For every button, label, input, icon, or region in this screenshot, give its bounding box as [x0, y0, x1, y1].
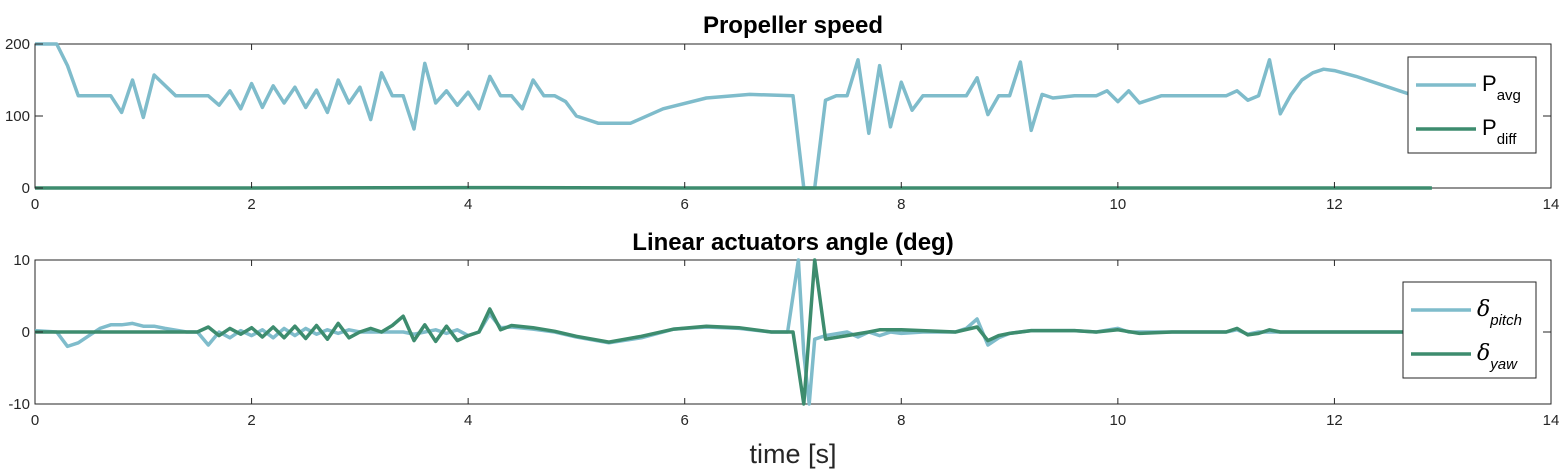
legend-box: [1407, 56, 1537, 154]
x-tick-label: 8: [897, 412, 905, 429]
y-ticks-propeller: 0 100 200: [5, 36, 1551, 197]
chart-title-propeller: Propeller speed: [703, 12, 883, 39]
plot-area-actuators: [34, 258, 1432, 406]
x-tick-label: 2: [247, 196, 255, 213]
x-axis-label: time [s]: [749, 439, 836, 469]
x-tick-label: 0: [31, 196, 39, 213]
x-ticks-actuators: 0 2 4 6 8 10 12 14: [31, 260, 1560, 429]
series-line-avg: [35, 42, 1411, 190]
x-tick-label: 4: [464, 196, 472, 213]
x-tick-label: 14: [1543, 196, 1560, 213]
x-tick-label: 0: [31, 412, 39, 429]
series-line-yaw: [35, 258, 1432, 406]
y-tick-label: 0: [22, 180, 30, 197]
x-tick-label: 6: [681, 412, 689, 429]
y-tick-label: 10: [13, 252, 30, 269]
x-ticks-propeller: 0 2 4 6 8 10 12 14: [31, 44, 1560, 213]
x-tick-label: 12: [1326, 196, 1343, 213]
x-tick-label: 4: [464, 412, 472, 429]
legend-box: [1402, 281, 1537, 379]
x-tick-label: 10: [1110, 412, 1127, 429]
plot-area-propeller: [35, 42, 1432, 190]
axes-propeller: [34, 43, 1552, 189]
y-ticks-actuators: 10 0 -10: [8, 252, 1551, 413]
x-tick-label: 14: [1543, 412, 1560, 429]
y-tick-label: 100: [5, 108, 30, 125]
x-tick-label: 2: [247, 412, 255, 429]
chart-title-actuators: Linear actuators angle (deg): [632, 229, 953, 256]
x-tick-label: 6: [681, 196, 689, 213]
x-tick-label: 10: [1110, 196, 1127, 213]
y-tick-label: -10: [8, 396, 30, 413]
y-tick-label: 0: [22, 324, 30, 341]
y-tick-label: 200: [5, 36, 30, 53]
x-tick-label: 8: [897, 196, 905, 213]
x-tick-label: 12: [1326, 412, 1343, 429]
